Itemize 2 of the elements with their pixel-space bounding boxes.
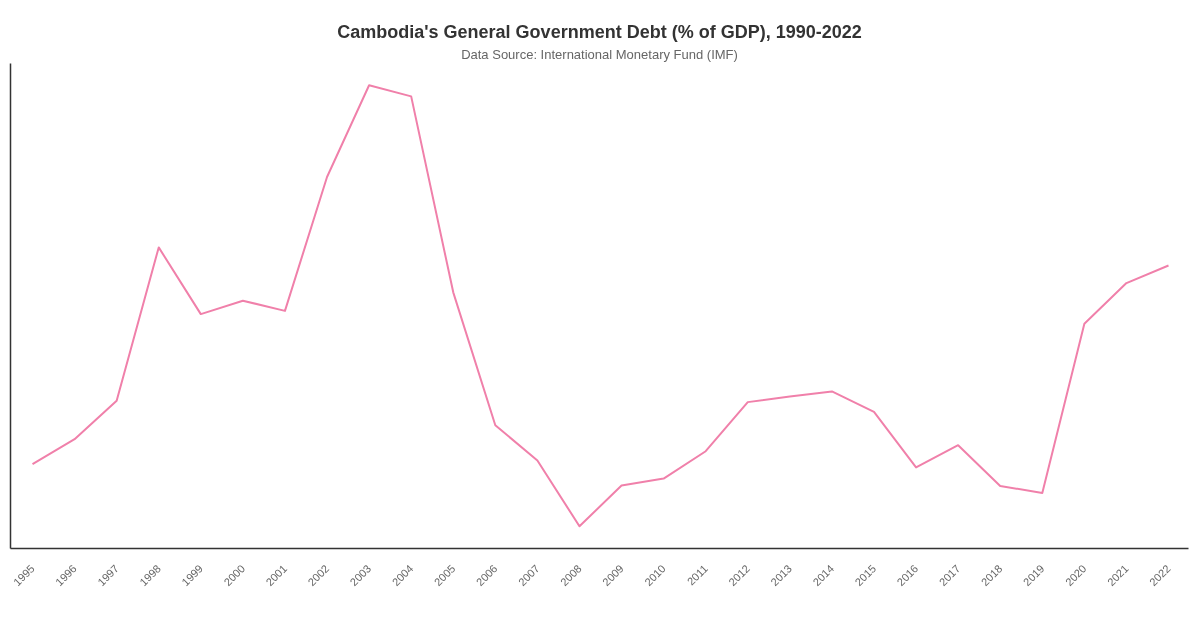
chart-title: Cambodia's General Government Debt (% of GDP), 1990-2022 (337, 21, 862, 42)
chart-subtitle: Data Source: International Monetary Fund (IMF) (461, 46, 738, 62)
